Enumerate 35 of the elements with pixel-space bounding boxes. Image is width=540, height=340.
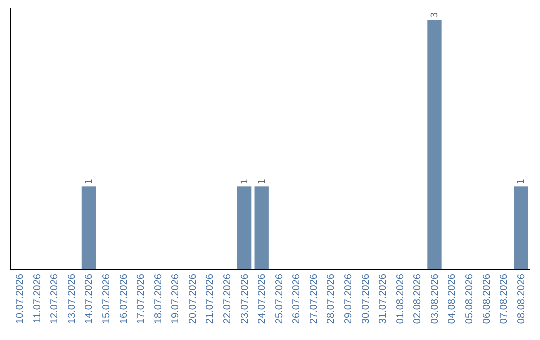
x-tick-label: 22.07.2026 — [222, 274, 234, 324]
x-tick-label: 01.08.2026 — [395, 274, 406, 324]
data-label: 1 — [517, 178, 528, 185]
x-tick-label: 12.07.2026 — [50, 274, 61, 324]
x-tick-label: 16.07.2026 — [118, 274, 130, 324]
x-tick-label: 28.07.2026 — [326, 274, 338, 324]
x-tick-label: 25.07.2026 — [274, 274, 286, 324]
data-label: 1 — [84, 178, 95, 185]
x-tick-label: 10.07.2026 — [15, 274, 26, 324]
x-tick-label: 11.07.2026 — [32, 274, 44, 324]
x-tick-label: 05.08.2026 — [464, 274, 476, 324]
x-tick-label: 13.07.2026 — [66, 274, 78, 324]
x-tick-label: 30.07.2026 — [360, 274, 372, 324]
x-tick-label: 03.08.2026 — [430, 274, 441, 324]
x-tick-label: 21.07.2026 — [205, 274, 216, 324]
x-tick-label: 07.08.2026 — [499, 274, 510, 324]
x-tick-label: 27.07.2026 — [308, 274, 320, 324]
x-tick-label: 26.07.2026 — [292, 274, 303, 324]
x-tick-label: 14.07.2026 — [84, 274, 96, 324]
x-tick-label: 20.07.2026 — [188, 274, 199, 324]
data-label: 1 — [240, 178, 251, 185]
x-tick-label: 31.07.2026 — [378, 274, 390, 324]
x-tick-label: 29.07.2026 — [344, 274, 354, 324]
data-label: 3 — [430, 12, 441, 18]
x-tick-label: 23.07.2026 — [240, 274, 251, 324]
x-tick-label: 19.07.2026 — [170, 274, 182, 324]
x-tick-label: 06.08.2026 — [482, 274, 493, 324]
x-tick-label: 08.08.2026 — [516, 274, 528, 324]
x-tick-label: 24.07.2026 — [257, 274, 268, 324]
x-tick-label: 15.07.2026 — [101, 274, 112, 324]
x-tick-label: 04.08.2026 — [447, 274, 458, 324]
x-tick-label: 02.08.2026 — [412, 274, 424, 324]
x-tick-label: 18.07.2026 — [153, 274, 164, 324]
x-tick-label: 17.07.2026 — [136, 274, 148, 324]
data-label: 1 — [258, 178, 268, 185]
